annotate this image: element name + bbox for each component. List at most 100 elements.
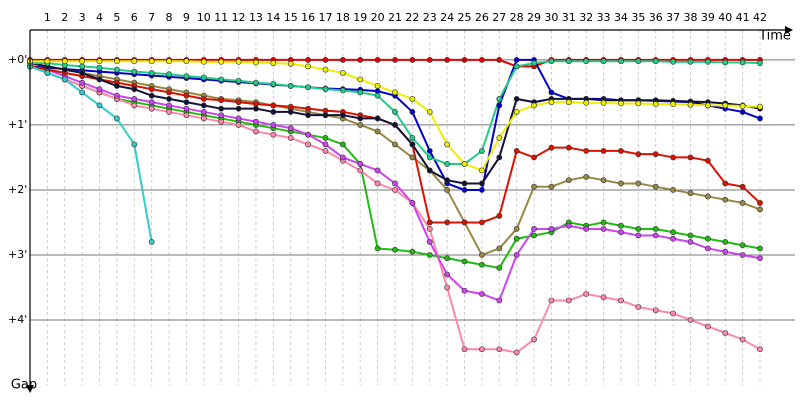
data-point [531, 336, 537, 343]
data-point [461, 57, 468, 63]
data-point [531, 154, 537, 161]
data-point [687, 154, 694, 161]
data-point [461, 161, 468, 167]
data-point [479, 148, 485, 154]
data-point [357, 115, 364, 122]
data-point [270, 122, 277, 128]
data-point [426, 239, 433, 245]
x-tick-label: 23 [423, 11, 437, 24]
data-point [548, 58, 555, 65]
data-point [670, 101, 676, 108]
data-point [305, 57, 311, 63]
data-point [253, 128, 259, 135]
data-point [79, 79, 86, 86]
data-point [722, 330, 729, 336]
data-point [235, 99, 242, 106]
data-point [635, 58, 642, 65]
data-point [513, 57, 520, 63]
data-point [652, 101, 659, 108]
data-point [426, 226, 433, 232]
y-tick-label: +3' [8, 248, 27, 261]
data-point [148, 92, 155, 99]
data-point [148, 86, 155, 93]
data-point [565, 177, 572, 184]
x-tick-label: 39 [701, 11, 715, 24]
data-point [426, 154, 433, 161]
data-point [496, 102, 503, 109]
x-tick-label: 42 [753, 11, 767, 24]
data-point [218, 118, 225, 125]
data-point [757, 255, 763, 262]
data-point [496, 245, 503, 252]
x-tick-label: 29 [527, 11, 541, 24]
data-point [479, 57, 485, 63]
data-point [600, 294, 607, 301]
data-point [96, 76, 103, 83]
data-point [479, 252, 485, 258]
data-point [496, 265, 503, 271]
data-point [339, 154, 346, 161]
data-point [652, 151, 659, 158]
data-point [513, 148, 520, 154]
x-tick-label: 30 [544, 11, 558, 24]
data-point [479, 219, 485, 226]
data-point [253, 59, 259, 66]
data-point [131, 141, 138, 148]
data-point [652, 183, 659, 190]
data-point [704, 193, 711, 200]
data-point [426, 109, 433, 115]
data-point [287, 60, 294, 67]
data-point [79, 58, 86, 65]
x-tick-label: 27 [492, 11, 506, 24]
data-point [114, 66, 120, 73]
data-point [739, 109, 746, 115]
data-point [444, 219, 451, 226]
x-tick-label: 5 [113, 11, 120, 24]
x-tick-label: 3 [79, 11, 86, 24]
data-point [583, 148, 590, 154]
x-tick-label: 10 [197, 11, 211, 24]
data-point [704, 58, 711, 65]
data-point [444, 57, 451, 63]
x-tick-label: 8 [166, 11, 173, 24]
data-point [392, 89, 398, 96]
data-point [96, 58, 103, 65]
data-point [739, 336, 746, 343]
data-point [687, 101, 694, 108]
x-tick-label: 17 [318, 11, 332, 24]
data-point [531, 102, 537, 109]
data-point [287, 125, 294, 132]
y-axis-label: Gap [11, 378, 37, 393]
data-point [479, 346, 485, 353]
x-axis-label: Time [758, 29, 791, 44]
data-point [253, 118, 259, 125]
data-point [374, 57, 381, 63]
data-point [166, 109, 172, 115]
data-point [618, 229, 624, 236]
data-point [200, 115, 207, 122]
data-point [148, 99, 155, 106]
data-point [148, 58, 155, 65]
data-point [79, 89, 86, 96]
data-point [200, 74, 207, 81]
data-point [739, 252, 746, 258]
data-point [322, 148, 329, 154]
x-tick-label: 35 [631, 11, 645, 24]
x-tick-label: 40 [718, 11, 732, 24]
data-point [409, 200, 416, 206]
x-tick-label: 16 [301, 11, 315, 24]
data-point [513, 226, 520, 232]
data-point [392, 122, 398, 128]
data-point [548, 183, 555, 190]
data-point [687, 239, 694, 245]
data-point [461, 187, 468, 193]
data-point [513, 96, 520, 102]
data-point [357, 167, 364, 174]
data-point [287, 103, 294, 110]
data-point [479, 167, 485, 174]
data-point [253, 79, 259, 86]
data-point [148, 105, 155, 112]
data-point [409, 96, 416, 102]
data-point [496, 96, 503, 102]
